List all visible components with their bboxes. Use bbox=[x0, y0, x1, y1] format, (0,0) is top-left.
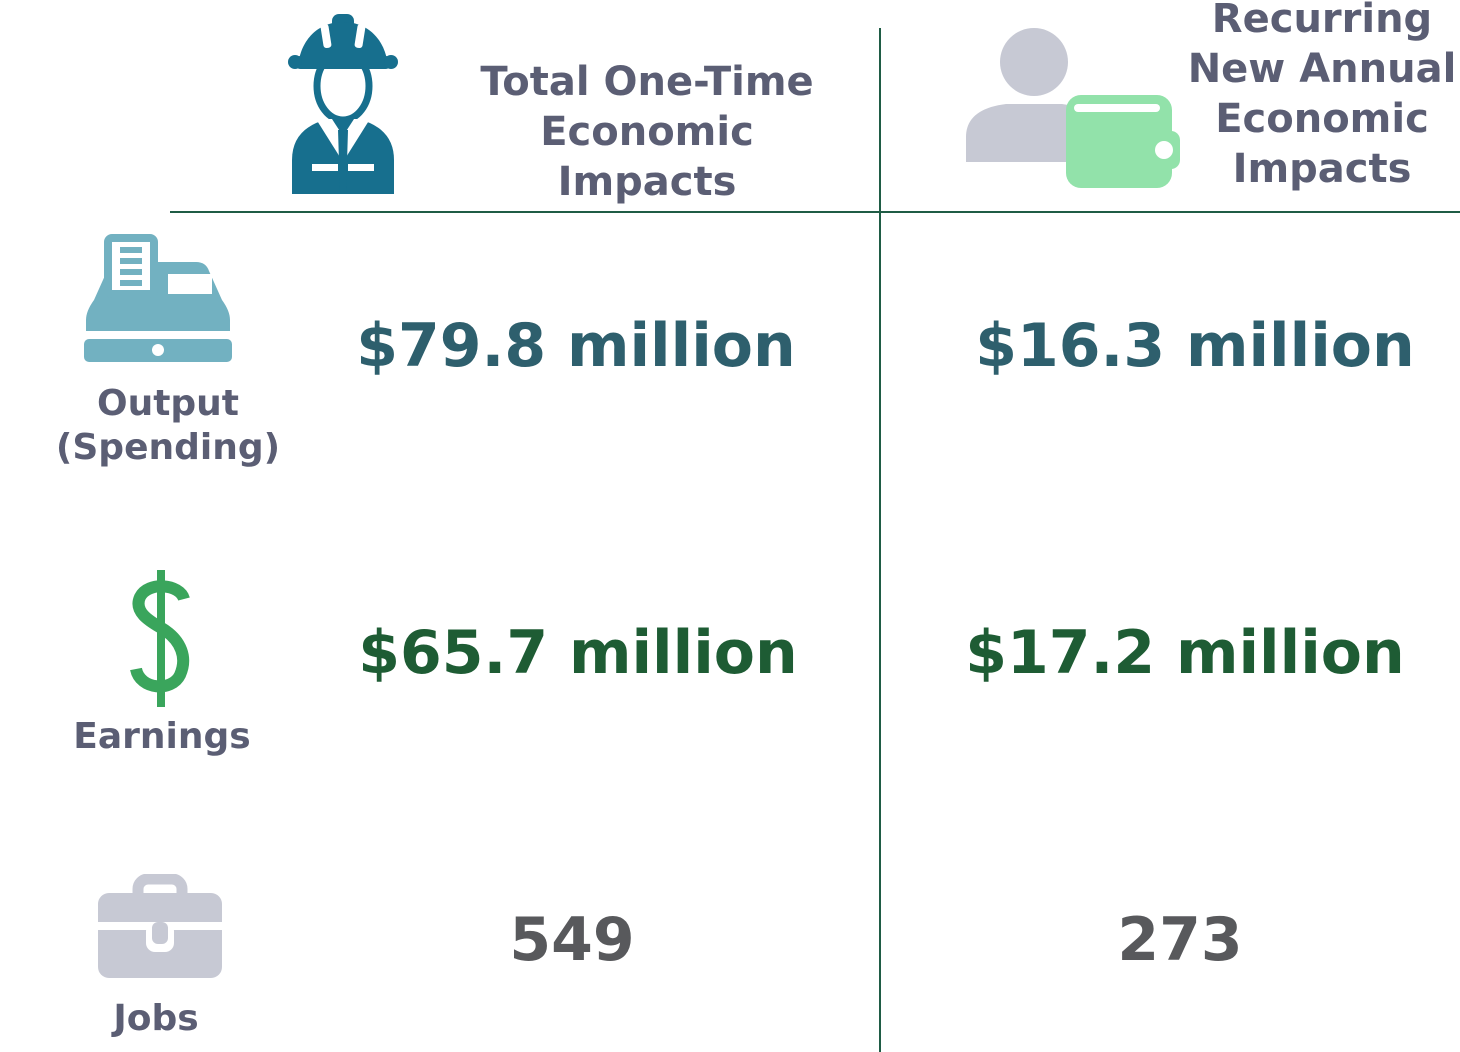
cash-register-icon bbox=[84, 234, 232, 362]
row-label-earnings: Earnings bbox=[73, 716, 251, 757]
jobs-one-time-value: 549 bbox=[509, 905, 635, 975]
dollar-sign-icon bbox=[130, 570, 192, 707]
earnings-recurring-value: $17.2 million bbox=[965, 618, 1405, 688]
row-label-jobs: Jobs bbox=[113, 998, 199, 1039]
row-label-output-spending: Output (Spending) bbox=[55, 383, 281, 468]
briefcase-icon bbox=[98, 874, 222, 978]
column-header-one-time: Total One-Time Economic Impacts bbox=[480, 59, 814, 205]
column-header-recurring: Recurring New Annual Economic Impacts bbox=[1187, 0, 1457, 192]
construction-worker-icon bbox=[282, 14, 404, 194]
vertical-divider-line bbox=[879, 28, 881, 1052]
output-one-time-value: $79.8 million bbox=[356, 311, 796, 381]
jobs-recurring-value: 273 bbox=[1117, 905, 1243, 975]
person-wallet-icon bbox=[966, 27, 1181, 189]
output-recurring-value: $16.3 million bbox=[975, 311, 1415, 381]
earnings-one-time-value: $65.7 million bbox=[358, 618, 798, 688]
horizontal-divider-line bbox=[170, 211, 1460, 213]
